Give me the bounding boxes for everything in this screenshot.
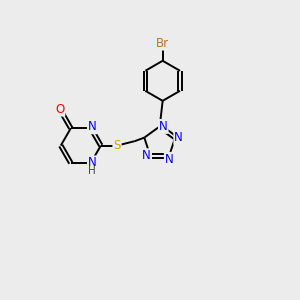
Text: H: H — [88, 166, 96, 176]
Text: O: O — [55, 103, 64, 116]
Text: N: N — [174, 131, 183, 144]
Text: N: N — [88, 120, 97, 133]
Text: N: N — [88, 156, 97, 170]
Text: Br: Br — [156, 37, 169, 50]
Text: N: N — [159, 120, 168, 133]
Text: N: N — [142, 149, 151, 162]
Text: N: N — [165, 153, 174, 166]
Text: S: S — [113, 139, 121, 152]
